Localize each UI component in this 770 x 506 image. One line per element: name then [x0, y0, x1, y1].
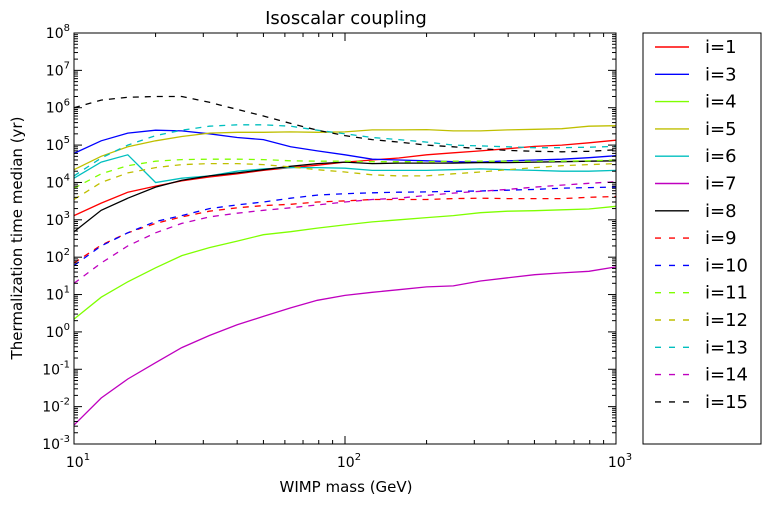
legend-label: i=7	[705, 174, 737, 195]
y-tick-label: 106	[46, 98, 70, 117]
y-tick-label: 103	[46, 210, 70, 229]
legend-label: i=3	[705, 64, 737, 85]
series-line-i-15	[73, 95, 617, 153]
y-tick-label: 102	[46, 247, 70, 266]
y-tick-label: 107	[46, 60, 70, 79]
y-tick-label: 10-2	[42, 397, 70, 416]
legend: i=1 i=3 i=4 i=5 i=6 i=7 i=8 i=9 i=10 i=11 i=12 i=13…	[655, 37, 748, 413]
series-line-i-6	[73, 154, 617, 184]
series-line-i-3	[73, 129, 617, 163]
series-line-i-13	[73, 124, 617, 177]
y-tick-label: 10-1	[42, 359, 70, 378]
legend-label: i=1	[705, 37, 737, 58]
y-axis-label: Thermalization time median (yr)	[8, 117, 26, 361]
series-line-i-9	[73, 195, 617, 264]
legend-label: i=12	[705, 310, 748, 331]
y-tick-label: 100	[46, 322, 70, 341]
legend-label: i=8	[705, 201, 737, 222]
legend-label: i=4	[705, 92, 737, 113]
x-axis-label: WIMP mass (GeV)	[279, 478, 412, 496]
series-line-i-5	[73, 125, 617, 171]
series-line-i-11	[73, 158, 617, 189]
y-tick-label: 105	[46, 135, 70, 154]
y-tick-label: 104	[46, 172, 70, 191]
chart-title: Isoscalar coupling	[265, 8, 427, 29]
x-tick-label: 103	[608, 452, 632, 471]
legend-label: i=9	[705, 228, 737, 249]
series-line-i-7	[73, 266, 617, 426]
series-line-i-12	[73, 162, 617, 201]
y-tick-label: 108	[46, 23, 70, 42]
legend-label: i=15	[705, 392, 748, 413]
plot-lines	[73, 95, 617, 426]
x-tick-label: 101	[66, 452, 90, 471]
series-line-i-8	[73, 160, 617, 233]
axis-ticks: 101 102 103 10-3 10-2 10-1 100 101 102 103 104 105 1…	[42, 23, 632, 471]
legend-label: i=11	[705, 283, 748, 304]
y-tick-label: 101	[46, 285, 70, 304]
y-tick-label: 10-3	[42, 434, 70, 453]
series-line-i-4	[73, 205, 617, 320]
legend-label: i=6	[705, 146, 737, 167]
x-tick-label: 102	[337, 452, 361, 471]
plot-frame	[73, 32, 617, 445]
series-line-i-1	[73, 139, 617, 217]
legend-label: i=10	[705, 255, 748, 276]
legend-label: i=14	[705, 365, 748, 386]
legend-label: i=13	[705, 337, 748, 358]
legend-label: i=5	[705, 119, 737, 140]
series-line-i-14	[73, 181, 617, 284]
